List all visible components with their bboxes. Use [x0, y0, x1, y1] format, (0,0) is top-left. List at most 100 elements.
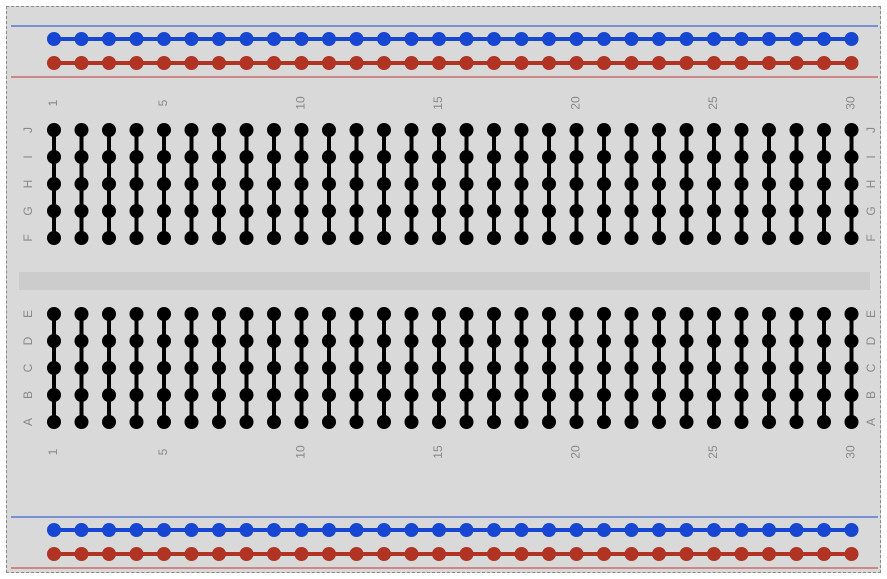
bottom-block-hole: [322, 334, 336, 348]
bottom-block-hole: [405, 415, 419, 429]
top-block-hole: [405, 231, 419, 245]
top-block-hole: [47, 123, 61, 137]
bottom-rail-neg-hole: [680, 547, 694, 561]
top-block-hole: [322, 123, 336, 137]
bottom-rail-neg-hole: [102, 547, 116, 561]
bottom-block-hole: [680, 334, 694, 348]
bottom-block-hole: [350, 334, 364, 348]
top-block-hole: [212, 204, 226, 218]
breadboard-body: JJIIHHGGFFEEDDCCBBAA11551010151520202525…: [6, 6, 881, 573]
label: I: [21, 155, 35, 158]
bottom-block-hole: [157, 307, 171, 321]
top-block-hole: [817, 150, 831, 164]
bottom-block-hole: [542, 415, 556, 429]
bottom-block-hole: [735, 361, 749, 375]
top-block-hole: [75, 204, 89, 218]
bottom-block-hole: [130, 307, 144, 321]
bottom-rail-pos-hole: [515, 523, 529, 537]
bottom-block-hole: [790, 415, 804, 429]
top-block-hole: [432, 231, 446, 245]
top-block-hole: [350, 177, 364, 191]
bottom-block-hole: [350, 388, 364, 402]
top-rail-pos-hole: [432, 32, 446, 46]
bottom-block-hole: [322, 388, 336, 402]
label: J: [21, 127, 35, 133]
breadboard-svg-layer: JJIIHHGGFFEEDDCCBBAA11551010151520202525…: [7, 7, 880, 572]
top-block-hole: [212, 150, 226, 164]
bottom-block-hole: [460, 334, 474, 348]
bottom-block-hole: [185, 361, 199, 375]
bottom-block-hole: [267, 361, 281, 375]
bottom-block-hole: [762, 334, 776, 348]
top-block-hole: [652, 231, 666, 245]
top-block-hole: [267, 204, 281, 218]
bottom-block-hole: [102, 361, 116, 375]
bottom-rail-neg-hole: [597, 547, 611, 561]
top-block-hole: [240, 150, 254, 164]
bottom-rail-pos-hole: [212, 523, 226, 537]
top-block-hole: [322, 231, 336, 245]
bottom-block-hole: [102, 334, 116, 348]
bottom-block-hole: [322, 415, 336, 429]
bottom-block-hole: [625, 361, 639, 375]
top-block-hole: [460, 123, 474, 137]
bottom-block-hole: [75, 334, 89, 348]
top-block-hole: [625, 150, 639, 164]
top-block-hole: [185, 177, 199, 191]
top-block-hole: [405, 204, 419, 218]
bottom-block-hole: [652, 334, 666, 348]
label: 10: [294, 96, 308, 110]
top-block-hole: [295, 204, 309, 218]
top-block-hole: [652, 177, 666, 191]
top-block-hole: [515, 204, 529, 218]
label: 10: [294, 445, 308, 459]
label: A: [21, 418, 35, 426]
top-rail-neg-hole: [322, 56, 336, 70]
top-rail-pos-hole: [405, 32, 419, 46]
label: 15: [431, 96, 445, 110]
bottom-block-hole: [432, 388, 446, 402]
top-block-hole: [185, 231, 199, 245]
top-rail-neg-hole: [212, 56, 226, 70]
bottom-block-hole: [75, 307, 89, 321]
bottom-rail-neg-hole: [377, 547, 391, 561]
bottom-block-hole: [130, 415, 144, 429]
top-block-hole: [542, 204, 556, 218]
top-rail-pos-hole: [460, 32, 474, 46]
top-block-hole: [405, 123, 419, 137]
bottom-rail-neg-hole: [212, 547, 226, 561]
top-block-hole: [680, 150, 694, 164]
label: 25: [706, 445, 720, 459]
label: F: [864, 234, 878, 241]
top-rail-neg-hole: [817, 56, 831, 70]
top-block-hole: [102, 123, 116, 137]
top-block-hole: [47, 150, 61, 164]
top-block-hole: [515, 150, 529, 164]
bottom-rail-pos-hole: [240, 523, 254, 537]
bottom-block-hole: [240, 334, 254, 348]
top-block-hole: [405, 150, 419, 164]
bottom-block-hole: [377, 334, 391, 348]
bottom-block-hole: [240, 388, 254, 402]
label: 30: [844, 445, 858, 459]
bottom-rail-neg-hole: [652, 547, 666, 561]
top-block-hole: [377, 123, 391, 137]
label: C: [21, 363, 35, 372]
bottom-block-hole: [707, 415, 721, 429]
top-rail-neg-hole: [625, 56, 639, 70]
top-rail-neg-hole: [707, 56, 721, 70]
top-block-hole: [845, 123, 859, 137]
top-block-hole: [515, 123, 529, 137]
top-block-hole: [130, 231, 144, 245]
bottom-block-hole: [707, 361, 721, 375]
bottom-block-hole: [680, 388, 694, 402]
top-block-hole: [157, 204, 171, 218]
bottom-block-hole: [487, 361, 501, 375]
bottom-block-hole: [212, 388, 226, 402]
bottom-rail-neg-hole: [707, 547, 721, 561]
top-block-hole: [652, 123, 666, 137]
top-rail-pos-hole: [845, 32, 859, 46]
bottom-block-hole: [295, 361, 309, 375]
bottom-rail-neg-hole: [460, 547, 474, 561]
top-block-hole: [817, 204, 831, 218]
